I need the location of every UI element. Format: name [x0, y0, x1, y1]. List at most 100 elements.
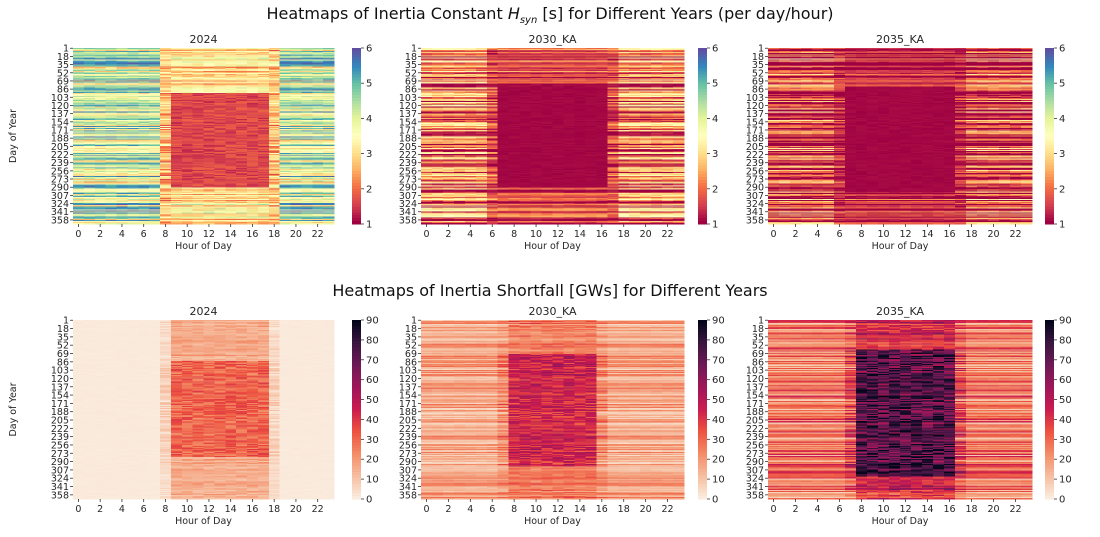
heatmap-cell — [301, 223, 312, 224]
heatmap-cell — [236, 223, 247, 224]
colorbar-segment — [352, 118, 361, 121]
colorbar-segment — [352, 192, 361, 195]
x-tick-label: 20 — [290, 229, 302, 240]
colorbar-segment — [352, 69, 361, 72]
colorbar-segment — [352, 77, 361, 80]
x-axis-label: Hour of Day — [175, 241, 232, 252]
colorbar-tick-label: 1 — [366, 220, 372, 231]
x-tick-label: 10 — [181, 229, 193, 240]
colorbar-tick-label: 4 — [366, 114, 372, 125]
colorbar-segment — [352, 221, 361, 224]
colorbar-segment — [352, 145, 361, 148]
colorbar-segment — [352, 195, 361, 198]
colorbar-segment — [352, 218, 361, 221]
colorbar-segment — [352, 115, 361, 118]
x-tick-label: 18 — [268, 229, 280, 240]
colorbar-segment — [352, 74, 361, 77]
colorbar-segment — [352, 171, 361, 174]
colorbar-segment — [352, 215, 361, 218]
x-tick-label: 14 — [225, 229, 237, 240]
colorbar-tick-label: 3 — [366, 149, 372, 160]
heatmap-cell — [193, 223, 204, 224]
heatmap-cell — [214, 223, 225, 224]
colorbar-segment — [352, 51, 361, 54]
colorbar-segment — [352, 124, 361, 127]
colorbar-segment — [352, 48, 361, 51]
y-tick-label: 358 — [51, 215, 69, 226]
colorbar-segment — [352, 159, 361, 162]
x-tick-label: 6 — [141, 229, 147, 240]
x-tick-label: 4 — [119, 229, 125, 240]
colorbar-segment — [352, 203, 361, 206]
colorbar — [352, 48, 361, 225]
colorbar-segment — [352, 136, 361, 139]
heatmap-cell — [106, 223, 117, 224]
x-tick-label: 12 — [203, 229, 215, 240]
colorbar-segment — [352, 121, 361, 124]
colorbar-segment — [352, 189, 361, 192]
colorbar-tick-label: 2 — [366, 184, 372, 195]
colorbar-tick-label: 5 — [366, 79, 372, 90]
colorbar-segment — [352, 206, 361, 209]
colorbar-segment — [352, 101, 361, 104]
colorbar-segment — [352, 133, 361, 136]
colorbar-segment — [352, 107, 361, 110]
colorbar-segment — [352, 98, 361, 101]
colorbar-segment — [352, 57, 361, 60]
colorbar-segment — [352, 110, 361, 113]
colorbar-segment — [352, 66, 361, 69]
colorbar-segment — [352, 198, 361, 201]
colorbar-segment — [352, 127, 361, 130]
heatmap-cells — [73, 48, 334, 224]
colorbar-segment — [352, 209, 361, 212]
colorbar-segment — [352, 104, 361, 107]
x-tick-label: 2 — [97, 229, 103, 240]
x-tick-label: 16 — [246, 229, 258, 240]
colorbar-segment — [352, 212, 361, 215]
colorbar-segment — [352, 165, 361, 168]
colorbar-segment — [352, 168, 361, 171]
heatmap-cell — [258, 223, 269, 224]
colorbar-segment — [352, 183, 361, 186]
colorbar-segment — [352, 139, 361, 142]
heatmap-cells — [421, 48, 684, 224]
colorbar-segment — [352, 130, 361, 133]
colorbar-segment — [352, 63, 361, 66]
colorbar-segment — [352, 89, 361, 92]
heatmap-cell — [323, 223, 334, 224]
heatmap-cell — [149, 223, 160, 224]
colorbar-segment — [352, 154, 361, 157]
colorbar-segment — [352, 201, 361, 204]
colorbar-segment — [352, 157, 361, 160]
colorbar-segment — [352, 54, 361, 57]
colorbar-segment — [352, 174, 361, 177]
colorbar-segment — [352, 186, 361, 189]
colorbar-segment — [352, 71, 361, 74]
colorbar-segment — [352, 92, 361, 95]
panel-title: 2024 — [190, 33, 218, 46]
colorbar-segment — [352, 148, 361, 151]
colorbar-segment — [352, 113, 361, 116]
colorbar-segment — [352, 180, 361, 183]
colorbar-segment — [352, 162, 361, 165]
colorbar-segment — [352, 177, 361, 180]
colorbar-segment — [352, 86, 361, 89]
colorbar-segment — [352, 60, 361, 63]
x-tick-label: 8 — [162, 229, 168, 240]
x-tick-label: 22 — [312, 229, 324, 240]
y-axis-label: Day of Year — [8, 109, 19, 163]
heatmap-cell — [127, 223, 138, 224]
colorbar-segment — [352, 95, 361, 98]
heatmap-cell — [84, 223, 95, 224]
heatmap-cell — [280, 223, 291, 224]
colorbar-segment — [352, 80, 361, 83]
colorbar-segment — [352, 83, 361, 86]
heatmap-panel-top-2030-ka: 2030_KA0 2 4 6 8 10 12 14 16 18 20 22Hour of Day118… — [399, 33, 719, 252]
x-tick-label: 0 — [75, 229, 81, 240]
colorbar-segment — [352, 142, 361, 145]
colorbar-tick-label: 6 — [366, 44, 372, 55]
heatmap-cell — [171, 223, 182, 224]
colorbar-segment — [352, 151, 361, 154]
figure-canvas: 20240 2 4 6 8 10 12 14 16 18 20 22Hour of Day118355… — [0, 0, 1100, 537]
